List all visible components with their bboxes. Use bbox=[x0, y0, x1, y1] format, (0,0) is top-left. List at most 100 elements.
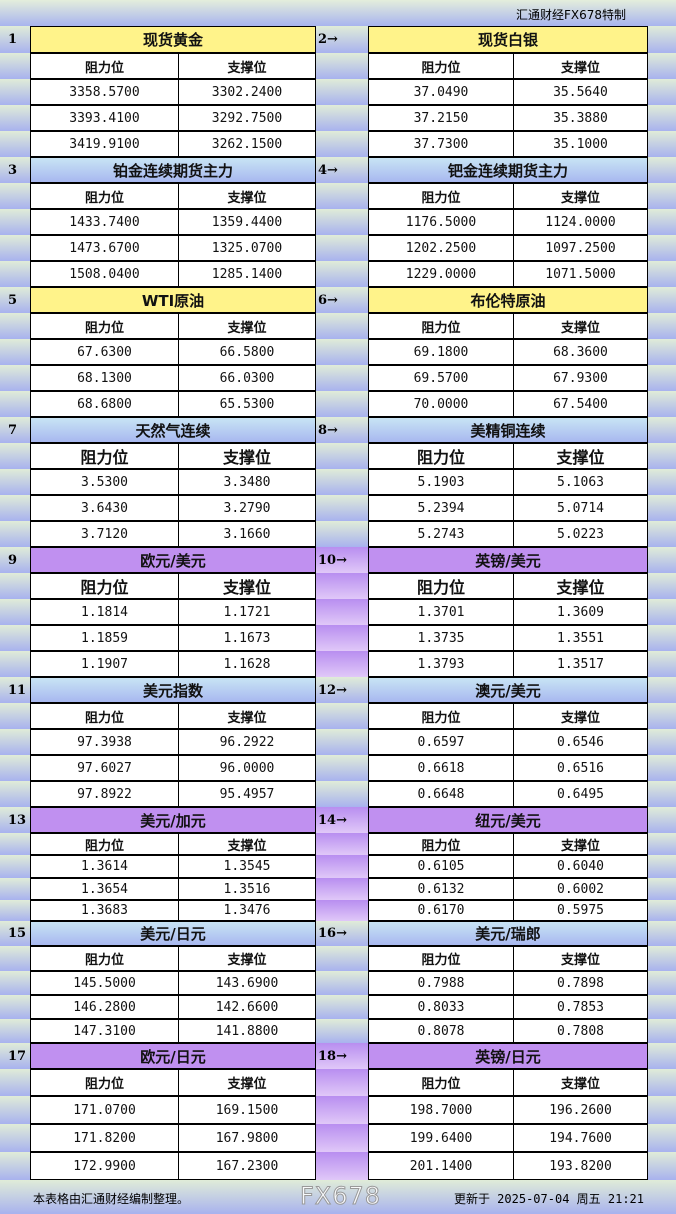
support-value: 0.5975 bbox=[513, 900, 648, 921]
support-value: 0.6516 bbox=[513, 755, 648, 781]
resistance-value: 0.8078 bbox=[368, 1019, 514, 1043]
grid-row: 5 WTI原油 6→ 布伦特原油 bbox=[0, 287, 676, 313]
section-title: 欧元/日元 bbox=[30, 1043, 316, 1069]
support-value: 3292.7500 bbox=[178, 105, 316, 131]
gutter bbox=[316, 157, 368, 183]
support-value: 96.0000 bbox=[178, 755, 316, 781]
grid-row: 1433.7400 1359.4400 1176.5000 1124.0000 bbox=[0, 209, 676, 235]
section-number: 18→ bbox=[318, 1048, 347, 1064]
gutter bbox=[316, 391, 368, 417]
section-number: 9 bbox=[8, 552, 18, 568]
gutter bbox=[0, 313, 30, 339]
section-title: 英镑/美元 bbox=[368, 547, 648, 573]
resistance-value: 3.7120 bbox=[30, 521, 179, 547]
resistance-value: 70.0000 bbox=[368, 391, 514, 417]
gutter bbox=[316, 651, 368, 677]
gutter bbox=[648, 209, 676, 235]
support-value: 0.7853 bbox=[513, 995, 648, 1019]
gutter bbox=[648, 1096, 676, 1124]
support-value: 35.1000 bbox=[513, 131, 648, 157]
support-header: 支撑位 bbox=[178, 313, 316, 339]
support-value: 1.1628 bbox=[178, 651, 316, 677]
gutter bbox=[316, 313, 368, 339]
support-value: 66.5800 bbox=[178, 339, 316, 365]
grid-row: 阻力位 支撑位 阻力位 支撑位 bbox=[0, 183, 676, 209]
support-value: 1124.0000 bbox=[513, 209, 648, 235]
gutter bbox=[0, 443, 30, 469]
gutter bbox=[316, 131, 368, 157]
support-value: 65.5300 bbox=[178, 391, 316, 417]
gutter bbox=[316, 1043, 368, 1069]
support-value: 1097.2500 bbox=[513, 235, 648, 261]
section-title: 美元/日元 bbox=[30, 921, 316, 946]
gutter bbox=[316, 855, 368, 878]
section-number: 11 bbox=[8, 682, 27, 698]
gutter bbox=[648, 677, 676, 703]
gutter bbox=[648, 157, 676, 183]
support-value: 5.1063 bbox=[513, 469, 648, 495]
gutter bbox=[648, 313, 676, 339]
section-title: 铂金连续期货主力 bbox=[30, 157, 316, 183]
support-header: 支撑位 bbox=[513, 313, 648, 339]
grid-row: 1.3614 1.3545 0.6105 0.6040 bbox=[0, 855, 676, 878]
gutter bbox=[316, 900, 368, 921]
gutter bbox=[648, 625, 676, 651]
support-value: 193.8200 bbox=[513, 1152, 648, 1180]
gutter bbox=[0, 521, 30, 547]
gutter bbox=[648, 855, 676, 878]
gutter bbox=[648, 235, 676, 261]
resistance-value: 5.2743 bbox=[368, 521, 514, 547]
gutter bbox=[316, 599, 368, 625]
gutter bbox=[0, 1124, 30, 1152]
grid-row: 17 欧元/日元 18→ 英镑/日元 bbox=[0, 1043, 676, 1069]
gutter bbox=[648, 261, 676, 287]
gutter bbox=[0, 855, 30, 878]
resistance-value: 37.2150 bbox=[368, 105, 514, 131]
support-value: 35.3880 bbox=[513, 105, 648, 131]
resistance-value: 1176.5000 bbox=[368, 209, 514, 235]
resistance-value: 1.3654 bbox=[30, 878, 179, 900]
support-value: 167.2300 bbox=[178, 1152, 316, 1180]
support-value: 194.7600 bbox=[513, 1124, 648, 1152]
support-header: 支撑位 bbox=[178, 53, 316, 79]
gutter bbox=[0, 1019, 30, 1043]
gutter bbox=[0, 26, 30, 53]
resistance-value: 1433.7400 bbox=[30, 209, 179, 235]
gutter bbox=[648, 365, 676, 391]
grid-row: 3.7120 3.1660 5.2743 5.0223 bbox=[0, 521, 676, 547]
resistance-value: 0.6618 bbox=[368, 755, 514, 781]
resistance-value: 1.1859 bbox=[30, 625, 179, 651]
grid-row: 145.5000 143.6900 0.7988 0.7898 bbox=[0, 971, 676, 995]
grid-row: 15 美元/日元 16→ 美元/瑞郎 bbox=[0, 921, 676, 946]
gutter bbox=[316, 469, 368, 495]
grid-row: 171.8200 167.9800 199.6400 194.7600 bbox=[0, 1124, 676, 1152]
resistance-value: 68.1300 bbox=[30, 365, 179, 391]
resistance-value: 5.2394 bbox=[368, 495, 514, 521]
support-header: 支撑位 bbox=[513, 53, 648, 79]
resistance-value: 1202.2500 bbox=[368, 235, 514, 261]
resistance-value: 97.3938 bbox=[30, 729, 179, 755]
support-header: 支撑位 bbox=[178, 443, 316, 469]
gutter bbox=[0, 995, 30, 1019]
resistance-value: 0.6105 bbox=[368, 855, 514, 878]
resistance-value: 67.6300 bbox=[30, 339, 179, 365]
gutter bbox=[316, 573, 368, 599]
gutter bbox=[0, 157, 30, 183]
resistance-header: 阻力位 bbox=[368, 703, 514, 729]
resistance-header: 阻力位 bbox=[368, 573, 514, 599]
gutter bbox=[648, 651, 676, 677]
gutter bbox=[0, 131, 30, 157]
grid-row: 阻力位 支撑位 阻力位 支撑位 bbox=[0, 313, 676, 339]
grid-row: 阻力位 支撑位 阻力位 支撑位 bbox=[0, 53, 676, 79]
resistance-value: 1.3701 bbox=[368, 599, 514, 625]
gutter bbox=[648, 131, 676, 157]
resistance-header: 阻力位 bbox=[30, 183, 179, 209]
gutter bbox=[648, 391, 676, 417]
grid-row: 1.3683 1.3476 0.6170 0.5975 bbox=[0, 900, 676, 921]
resistance-value: 1473.6700 bbox=[30, 235, 179, 261]
support-value: 3.1660 bbox=[178, 521, 316, 547]
gutter bbox=[0, 1096, 30, 1124]
grid-row: 68.1300 66.0300 69.5700 67.9300 bbox=[0, 365, 676, 391]
gutter bbox=[648, 443, 676, 469]
gutter bbox=[0, 1152, 30, 1180]
